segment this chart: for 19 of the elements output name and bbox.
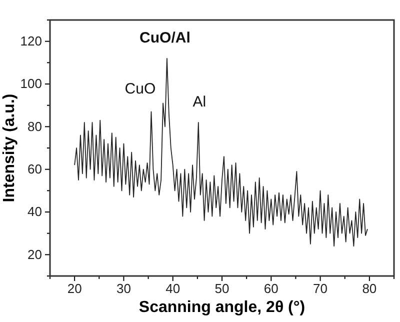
y-tick-label: 40 bbox=[28, 204, 42, 220]
y-tick-label: 20 bbox=[28, 246, 42, 262]
x-tick-label: 40 bbox=[166, 281, 180, 296]
annotation: CuO/Al bbox=[140, 29, 190, 46]
x-tick-label: 60 bbox=[264, 281, 278, 296]
y-tick-label: 120 bbox=[20, 33, 42, 48]
annotation: Al bbox=[192, 93, 206, 110]
y-tick-label: 80 bbox=[28, 118, 42, 134]
x-tick-label: 30 bbox=[116, 281, 131, 296]
line-series bbox=[74, 58, 368, 247]
x-tick-label: 50 bbox=[214, 281, 230, 296]
x-tick-label: 70 bbox=[313, 281, 328, 296]
x-axis-title: Scanning angle, 2θ (°) bbox=[138, 299, 306, 316]
annotation: CuO bbox=[124, 80, 156, 98]
x-tick-label: 80 bbox=[362, 281, 377, 296]
y-tick-label: 60 bbox=[28, 161, 42, 176]
x-tick-label: 20 bbox=[67, 281, 82, 296]
y-axis-title: Intensity (a.u.) bbox=[1, 94, 18, 202]
y-tick-label: 100 bbox=[20, 76, 42, 92]
